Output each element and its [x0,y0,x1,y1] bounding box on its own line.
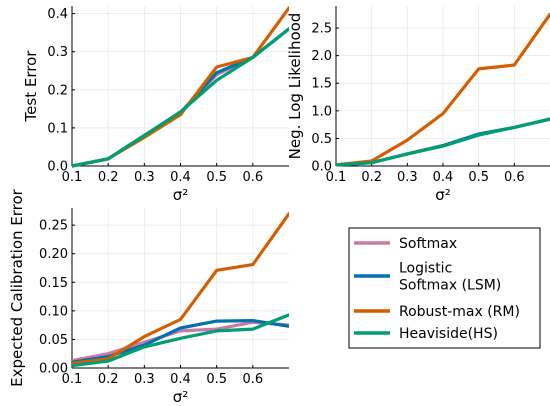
y-tick-label: 0.3 [47,45,68,60]
series-line-lsm [72,319,289,364]
x-tick-label: 0.6 [242,170,263,185]
legend-label-lsm: Logistic [399,261,452,277]
x-tick-label: 0.2 [361,170,382,185]
x-tick-label: 0.6 [504,170,525,185]
x-tick-label: 0.3 [397,170,418,185]
y-tick-label: 0.2 [47,83,68,98]
x-tick-label: 0.4 [433,170,454,185]
y-tick-label: 0.25 [39,219,68,234]
test-error-panel: 0.1 0.2 0.3 0.4 0.5 0.60.00.10.20.30.4σ²Test … [22,6,289,204]
y-tick-label: 0.0 [311,160,332,175]
y-axis-label: Expected Calibration Error [8,188,26,387]
series-line-rm [72,212,289,365]
x-axis-label: σ² [173,388,189,406]
ece-panel: 0.1 0.2 0.3 0.4 0.5 0.6 0.00 0.05 0.10 0.15 0.20 0.… [8,188,289,406]
legend-box [348,227,541,349]
x-tick-label: 0.1 [62,170,83,185]
x-tick-label: 0.4 [170,372,191,387]
x-axis-label: σ² [173,186,189,204]
y-tick-label: 0.20 [39,247,68,262]
x-tick-label: 0.5 [468,170,489,185]
x-tick-label: 0.5 [206,372,227,387]
x-tick-label: 0.1 [326,170,347,185]
y-tick-label: 2.5 [311,22,332,37]
legend-label-softmax: Softmax [399,236,457,252]
legend-label-hs: Heaviside(HS) [399,326,498,342]
x-tick-label: 0.2 [98,170,119,185]
x-tick-label: 0.6 [242,372,263,387]
series-line-hs [72,27,289,168]
x-tick-label: 0.3 [134,170,155,185]
series-line-hs [72,313,289,368]
y-tick-label: 0.0 [47,160,68,175]
x-tick-label: 0.1 [62,372,83,387]
x-axis-label: σ² [435,186,451,204]
x-tick-label: 0.5 [206,170,227,185]
y-tick-label: 0.5 [311,132,332,147]
y-tick-label: 2.0 [311,49,332,64]
x-tick-label: 0.3 [134,372,155,387]
legend-label-lsm: Softmax (LSM) [399,278,501,294]
x-tick-label: 0.4 [170,170,191,185]
y-tick-label: 0.00 [39,362,68,377]
nll-panel: 0.1 0.2 0.3 0.4 0.5 0.6 0.0 0.5 1.0 1.5 2.0 2.5 σ² Ne… [286,6,550,204]
y-tick-label: 0.05 [39,333,68,348]
y-tick-label: 0.10 [39,304,68,319]
y-axis-label: Neg. Log Likelihood [286,13,304,160]
series-line-hs [336,117,550,167]
series-line-softmax [72,320,289,363]
series-line-rm [336,12,550,167]
y-tick-label: 0.15 [39,276,68,291]
y-tick-label: 0.4 [47,7,68,22]
x-tick-label: 0.2 [98,372,119,387]
y-axis-label: Test Error [22,50,40,123]
legend-label-rm: Robust-max (RM) [399,304,520,320]
y-tick-label: 0.1 [47,121,68,136]
y-tick-label: 1.5 [311,77,332,92]
y-tick-label: 1.0 [311,104,332,119]
